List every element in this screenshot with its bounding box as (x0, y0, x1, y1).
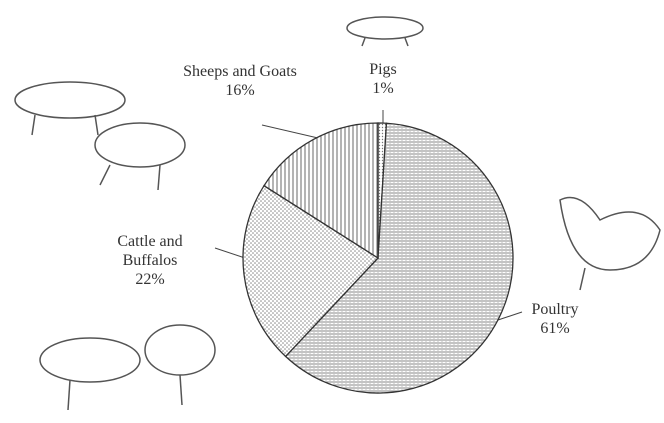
category-label: Poultry (531, 301, 579, 318)
pie-slice (284, 122, 514, 394)
value-label: 16% (225, 82, 255, 99)
slice-label: Cattle and Buffalos 22% (95, 232, 205, 289)
value-label: 61% (540, 320, 570, 337)
category-label: Sheeps and Goats (183, 63, 297, 80)
value-label: 1% (372, 80, 394, 97)
slice-label: Poultry 61% (500, 300, 610, 338)
slice-label: Pigs 1% (328, 60, 438, 98)
category-label: Cattle and Buffalos (117, 233, 183, 269)
slice-label: Sheeps and Goats 16% (180, 62, 300, 100)
value-label: 22% (135, 271, 165, 288)
category-label: Pigs (369, 61, 397, 78)
illustrations (14, 16, 661, 411)
pie-slice (242, 184, 380, 358)
pie-slice (263, 122, 379, 260)
